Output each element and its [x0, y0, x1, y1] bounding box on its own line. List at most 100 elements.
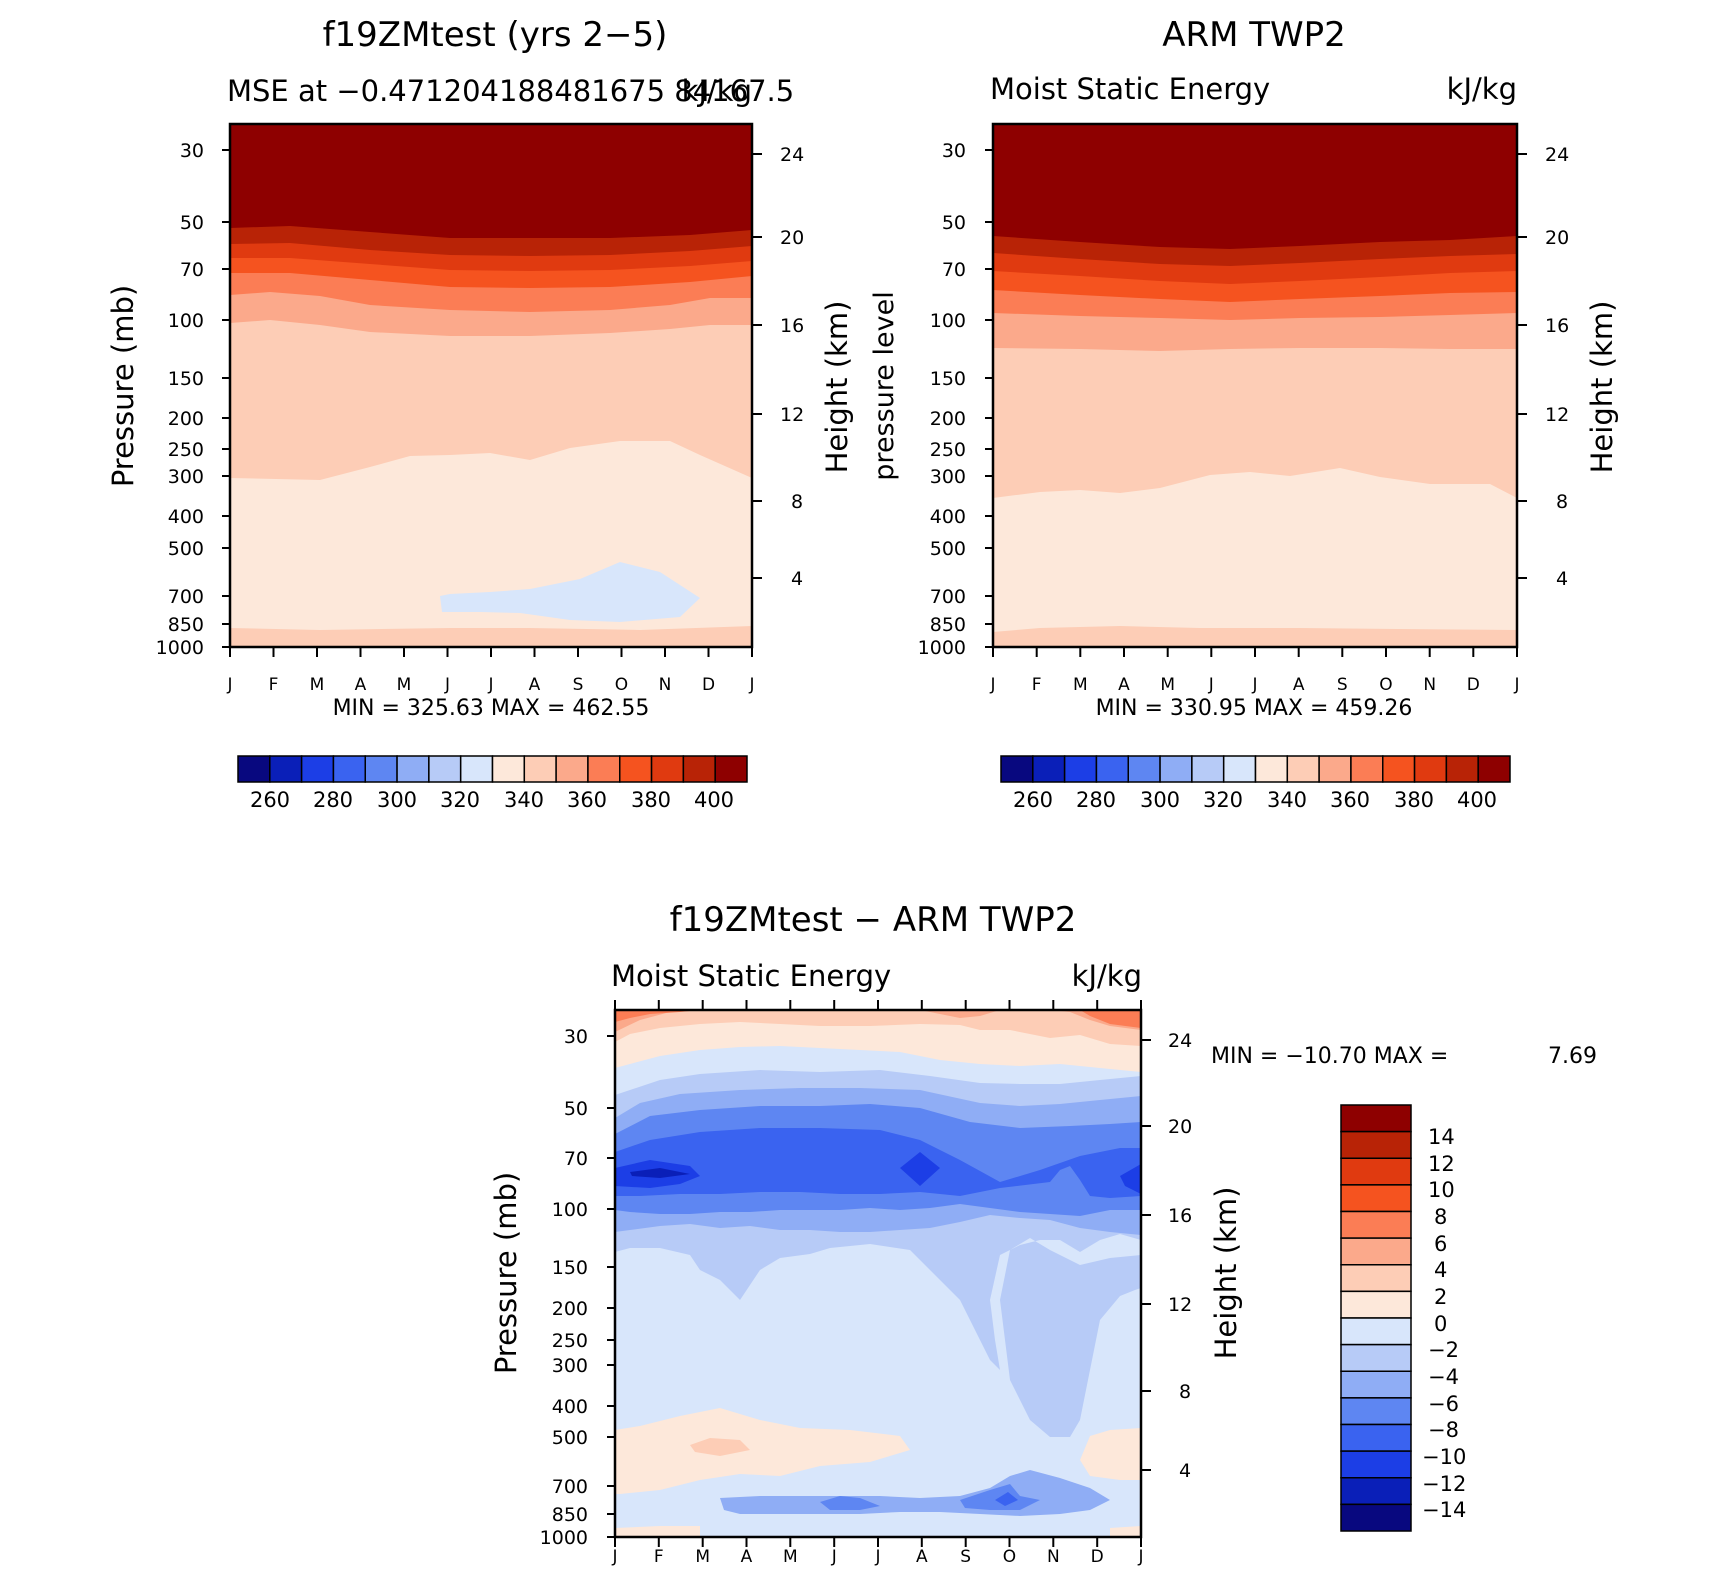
panel3-ytick: 150: [552, 1257, 588, 1279]
panel2-month-axis: J F M A M J J A S O N D J: [989, 647, 1520, 695]
colorbar-swatch: [237, 755, 271, 783]
colorbar-swatch: [1340, 1503, 1412, 1532]
panel3-xtick: J: [831, 1547, 837, 1567]
panel2-ytick: 500: [930, 538, 966, 560]
colorbar-swatch: [619, 755, 653, 783]
panel3-cold-10-mid: [900, 1152, 940, 1186]
panel1-ytick: 400: [168, 506, 204, 528]
panel1-cbar-label: 320: [440, 788, 480, 812]
panel3-plot-area: [613, 1008, 1143, 1539]
panel1-ytick: 1000: [156, 637, 204, 659]
colorbar-swatch: [1340, 1264, 1412, 1293]
panel3-subtitle: Moist Static Energy: [611, 959, 891, 993]
panel2-units: kJ/kg: [1447, 72, 1517, 106]
panel1-xtick: S: [573, 675, 584, 695]
panel2-band-320: [993, 468, 1517, 647]
colorbar-swatch: [300, 755, 335, 783]
panel1-xtick: M: [397, 675, 412, 695]
panel1-xtick: J: [444, 675, 450, 695]
panel3-cbar-label: 0: [1434, 1312, 1447, 1336]
panel3-xtick: O: [1003, 1547, 1016, 1567]
panel3-warm-top-8-right: [1080, 1010, 1141, 1028]
panel1-cbar-label: 340: [504, 788, 544, 812]
panel1-xtick: J: [748, 675, 754, 695]
panel2-xtick: J: [1513, 675, 1519, 695]
panel2-plot-area: [991, 122, 1519, 649]
panel2-xtick: J: [1251, 675, 1257, 695]
panel1-htick: 8: [791, 491, 803, 513]
panel2-ytick: 70: [942, 259, 966, 281]
panel3-low-cold-6: [820, 1496, 880, 1510]
colorbar-swatch: [650, 755, 685, 783]
panel1-ytick: 70: [180, 259, 204, 281]
panel1-xtick: M: [310, 675, 325, 695]
panel1-title: f19ZMtest (yrs 2−5): [323, 15, 668, 55]
panel1-cbar-label: 400: [694, 788, 734, 812]
colorbar-swatch: [1095, 755, 1129, 783]
panel3-cold-8: [615, 1128, 1141, 1198]
panel3-cold-12: [630, 1168, 690, 1178]
panel2-cbar-label: 380: [1394, 788, 1434, 812]
panel3-xtick: M: [783, 1547, 798, 1567]
panel2-htick: 24: [1545, 144, 1569, 166]
panel3-htick: 20: [1168, 1116, 1192, 1138]
panel3-colorbar: [1340, 1104, 1412, 1532]
panel1-plot-area: [228, 122, 754, 649]
panel3-warm-top-4: [615, 1010, 1141, 1046]
panel2-title: ARM TWP2: [1162, 15, 1346, 55]
panel3-xtick: J: [611, 1547, 617, 1567]
panel2-xtick: M: [1160, 675, 1175, 695]
colorbar-swatch: [1286, 755, 1320, 783]
panel2-ytick: 150: [930, 368, 966, 390]
panel1-ytick: 700: [168, 586, 204, 608]
panel3-surface-warm: [615, 1526, 700, 1537]
panel2-htick: 16: [1545, 315, 1569, 337]
panel1-subtitle-units: kJ/kg: [682, 74, 752, 108]
panel3-stats-max: 7.69: [1548, 1044, 1597, 1069]
panel2-ytick: 250: [930, 439, 966, 461]
panel2-xtick: M: [1073, 675, 1088, 695]
panel1-htick: 4: [791, 568, 803, 590]
panel3-warm-low-2: [615, 1408, 910, 1494]
panel3-xtick: D: [1091, 1547, 1104, 1567]
panel1-htick: 16: [780, 315, 804, 337]
panel3-surface-warm-right: [1110, 1526, 1141, 1537]
colorbar-swatch: [1000, 755, 1034, 783]
colorbar-swatch: [1032, 755, 1066, 783]
colorbar-swatch: [1340, 1210, 1412, 1239]
panel3-cbar-label: −10: [1422, 1445, 1466, 1469]
panel3-xtick: S: [960, 1547, 971, 1567]
panel1-ytick: 200: [168, 408, 204, 430]
panel2-htick: 20: [1545, 227, 1569, 249]
panel1-cbar-label: 260: [250, 788, 290, 812]
panel1-xtick: D: [702, 675, 715, 695]
panel3-htick: 4: [1179, 1460, 1191, 1482]
panel3-low-cold-8: [995, 1492, 1018, 1506]
panel2-xtick: J: [1208, 675, 1214, 695]
panel3-htick: 24: [1168, 1030, 1192, 1052]
colorbar-swatch: [1340, 1130, 1412, 1159]
panel1-xtick: J: [226, 675, 232, 695]
panel3-cbar-label: −12: [1422, 1472, 1466, 1496]
panel1-cbar-label: 280: [313, 788, 353, 812]
panel3-ytick: 850: [552, 1504, 588, 1526]
colorbar-swatch: [1340, 1370, 1412, 1399]
panel1-ytick: 100: [168, 310, 204, 332]
colorbar-swatch: [1063, 755, 1098, 783]
panel3-cbar-label: −6: [1428, 1392, 1459, 1416]
panel3-ytick: 500: [552, 1427, 588, 1449]
panel3-height-axis: 24 20 16 12 8 4: [1141, 1030, 1192, 1482]
panel2-cbar-label: 300: [1140, 788, 1180, 812]
colorbar-swatch: [1340, 1237, 1412, 1266]
panel2-xtick: J: [989, 675, 995, 695]
panel2-colorbar-labels: 260 280 300 320 340 360 380 400: [1013, 788, 1497, 812]
colorbar-swatch: [714, 755, 748, 783]
panel3-cold-10-right: [1120, 1164, 1141, 1194]
panel-model: f19ZMtest (yrs 2−5) MSE at −0.4712041884…: [106, 15, 854, 812]
colorbar-swatch: [364, 755, 398, 783]
colorbar-swatch: [587, 755, 621, 783]
panel1-height-label: Height (km): [820, 301, 854, 474]
panel1-htick: 24: [780, 144, 804, 166]
panel1-cbar-label: 300: [377, 788, 417, 812]
panel2-ytick: 850: [930, 614, 966, 636]
